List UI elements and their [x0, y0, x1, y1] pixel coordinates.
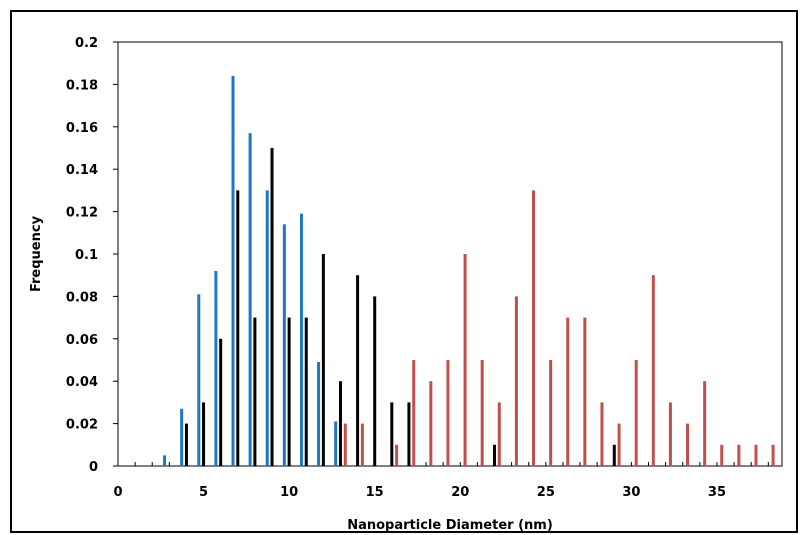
y-tick-label: 0.12 [66, 206, 98, 221]
bar [321, 254, 325, 466]
bar [287, 317, 291, 466]
bar [737, 444, 741, 466]
bar [634, 360, 638, 466]
bar [343, 423, 347, 466]
bar [299, 213, 303, 466]
y-tick-label: 0.04 [66, 375, 98, 390]
bar [390, 402, 394, 466]
bar [686, 423, 690, 466]
bar [583, 317, 587, 466]
y-tick-label: 0.02 [66, 418, 98, 433]
bar [219, 338, 223, 466]
x-axis-label: Nanoparticle Diameter (nm) [347, 518, 553, 533]
bar [197, 294, 201, 466]
bar [317, 362, 321, 466]
x-tick-label: 5 [199, 485, 208, 500]
y-tick-label: 0.08 [66, 290, 98, 305]
bar [395, 444, 399, 466]
y-axis-label: Frequency [29, 215, 44, 292]
bar [248, 133, 252, 466]
y-tick-label: 0.06 [66, 333, 98, 348]
bar [334, 421, 338, 466]
bar [771, 444, 775, 466]
bar [600, 402, 604, 466]
y-tick-label: 0 [89, 460, 98, 475]
bar [184, 423, 188, 466]
bar [492, 444, 496, 466]
bar [412, 360, 416, 466]
bar [617, 423, 621, 466]
bar [202, 402, 206, 466]
bar [566, 317, 570, 466]
bar [651, 275, 655, 466]
bar [514, 296, 518, 466]
bar [754, 444, 758, 466]
bar [356, 275, 360, 466]
x-tick-label: 30 [622, 485, 640, 500]
y-tick-label: 0.1 [75, 248, 98, 263]
chart-frame [10, 10, 798, 533]
bars-layer [163, 75, 775, 467]
bar [360, 423, 364, 466]
bar [236, 190, 240, 466]
x-axis: 0 5 10 15 20 25 30 35 [113, 462, 769, 500]
bar [180, 408, 184, 466]
y-tick-label: 0.2 [75, 36, 98, 51]
bar [338, 381, 342, 466]
x-tick-label: 0 [113, 485, 122, 500]
bar [480, 360, 484, 466]
bar [304, 317, 308, 466]
bar [549, 360, 553, 466]
bar [282, 224, 286, 466]
plot-area [117, 41, 783, 467]
bar [231, 75, 235, 467]
y-tick-label: 0.18 [66, 78, 98, 93]
bar [373, 296, 377, 466]
bar [163, 455, 167, 466]
bar [720, 444, 724, 466]
bar [265, 190, 269, 466]
x-tick-label: 15 [366, 485, 384, 500]
bar [407, 402, 411, 466]
y-tick-label: 0.14 [66, 163, 98, 178]
bar [612, 444, 616, 466]
bar [214, 270, 218, 466]
bar [270, 148, 274, 466]
y-tick-label: 0.16 [66, 121, 98, 136]
bar [446, 360, 450, 466]
bar [497, 402, 501, 466]
bar [703, 381, 707, 466]
x-tick-label: 25 [537, 485, 555, 500]
bar [429, 381, 433, 466]
x-tick-label: 20 [451, 485, 469, 500]
x-tick-label: 10 [280, 485, 298, 500]
bar [463, 254, 467, 466]
y-axis: 0 0.02 0.04 0.06 0.08 0.1 0.12 0.14 0.16 0.18 0.2 [66, 36, 118, 475]
bar [253, 317, 257, 466]
x-tick-label: 35 [708, 485, 726, 500]
bar [532, 190, 536, 466]
bar [668, 402, 672, 466]
